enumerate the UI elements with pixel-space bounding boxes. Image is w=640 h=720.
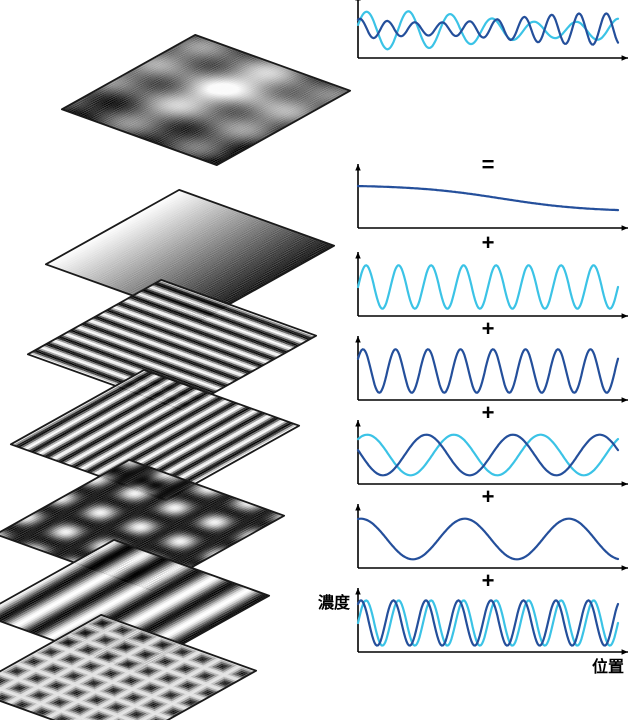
plus-symbol: +: [482, 316, 495, 341]
y-axis-label: 濃度: [318, 593, 351, 612]
plus-symbol: +: [482, 400, 495, 425]
plus-symbol: +: [482, 484, 495, 509]
x-axis-label: 位置: [592, 657, 624, 676]
plus-symbol: +: [482, 568, 495, 593]
plus-symbol: +: [482, 230, 495, 255]
equals-symbol: =: [482, 152, 495, 177]
